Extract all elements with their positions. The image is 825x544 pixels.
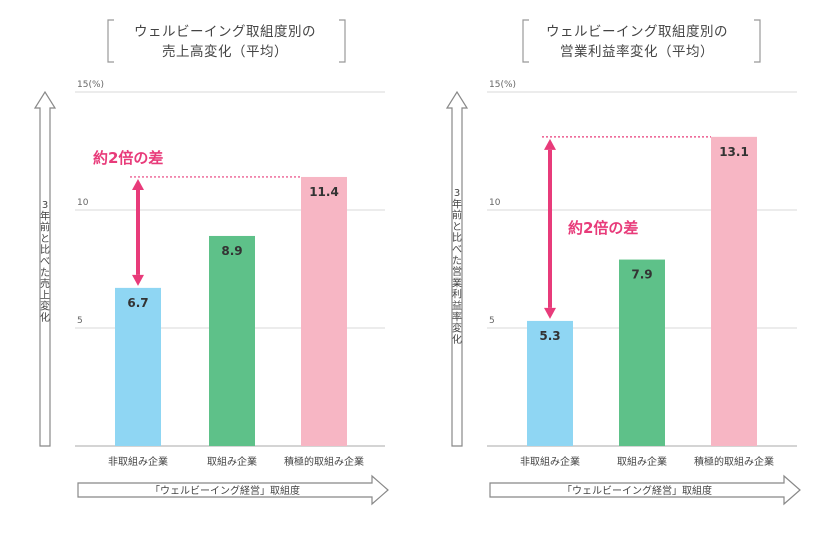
bar-value-label: 8.9 — [221, 244, 242, 258]
x-axis-arrow — [77, 474, 389, 506]
y-axis-arrow — [33, 90, 57, 447]
y-tick-label: 15(%) — [489, 80, 516, 90]
bar-2 — [619, 259, 665, 446]
category-label: 取組み企業 — [617, 455, 667, 468]
bar-value-label: 11.4 — [309, 185, 339, 199]
category-label: 非取組み企業 — [108, 455, 168, 468]
chart-title-line2: 営業利益率変化（平均） — [560, 43, 714, 60]
chart-title-line1: ウェルビーイング取組度別の — [546, 24, 728, 40]
category-label: 非取組み企業 — [520, 455, 580, 468]
title-bracket-right — [754, 19, 761, 63]
y-tick-label: 5 — [77, 316, 83, 326]
y-tick-label: 10 — [489, 198, 501, 208]
y-axis-arrow — [445, 90, 469, 447]
bar-value-label: 5.3 — [539, 329, 560, 343]
bar-value-label: 13.1 — [719, 145, 749, 159]
title-bracket-right — [339, 19, 346, 63]
x-axis-label: 「ウェルビーイング経営」取組度 — [562, 484, 712, 497]
title-bracket-left — [522, 19, 529, 63]
y-tick-label: 5 — [489, 316, 495, 326]
y-tick-label: 10 — [77, 198, 89, 208]
bar-3 — [301, 176, 347, 446]
title-bracket-left — [107, 19, 114, 63]
bar-1 — [115, 287, 161, 446]
category-label: 積極的取組み企業 — [284, 455, 364, 468]
difference-arrow-head-up — [544, 138, 556, 150]
difference-arrow-head-up — [132, 178, 144, 190]
bar-value-label: 6.7 — [127, 296, 148, 310]
category-label: 取組み企業 — [207, 455, 257, 468]
category-label: 積極的取組み企業 — [694, 455, 774, 468]
bar-value-label: 7.9 — [631, 268, 652, 282]
x-axis-arrow — [489, 474, 801, 506]
difference-arrow-head-down — [132, 274, 144, 286]
difference-arrow-head-down — [544, 307, 556, 319]
y-axis-label: 3 年前と比べた売上変化 — [40, 200, 50, 324]
difference-annotation: 約2倍の差 — [93, 149, 163, 167]
y-axis-label: 3 年前と比べた営業利益率変化 — [452, 188, 462, 346]
bar-1 — [527, 320, 573, 446]
chart-title-line2: 売上高変化（平均） — [162, 43, 288, 60]
x-axis-label: 「ウェルビーイング経営」取組度 — [150, 484, 300, 497]
chart-title-line1: ウェルビーイング取組度別の — [134, 24, 316, 40]
difference-annotation: 約2倍の差 — [568, 219, 638, 237]
bar-3 — [711, 136, 757, 446]
bar-2 — [209, 235, 255, 446]
y-tick-label: 15(%) — [77, 80, 104, 90]
